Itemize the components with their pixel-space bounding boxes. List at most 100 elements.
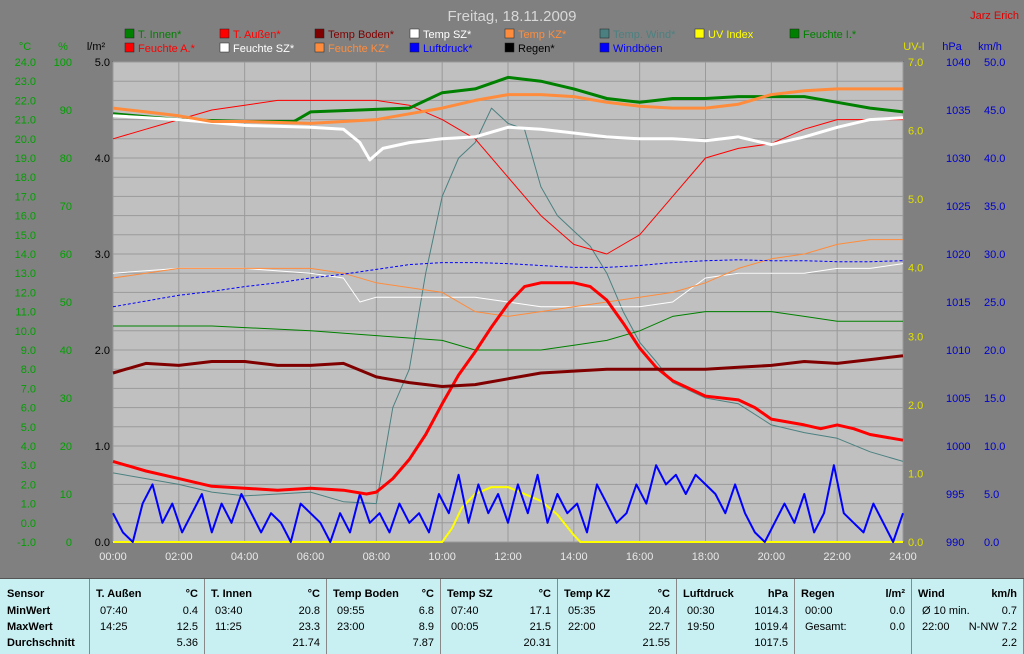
legend-label: T. Außen* <box>233 29 281 41</box>
legend-label: Regen* <box>518 43 555 55</box>
series-line-2 <box>112 354 904 388</box>
axis-unit-label: UV-I <box>903 41 924 53</box>
time-tick-label: 24:00 <box>889 551 917 563</box>
series-line-4 <box>112 87 903 125</box>
time-tick-label: 02:00 <box>165 551 193 563</box>
stat-cell: 11:25 <box>215 621 242 633</box>
uv-tick-label: 6.0 <box>908 126 923 138</box>
legend: T. Innen* T. Außen* Temp Boden* Temp SZ* Tem… <box>124 28 857 55</box>
time-tick-label: 18:00 <box>692 551 720 563</box>
pressure-tick-label: 1025 <box>946 201 970 213</box>
uv-tick-label: 1.0 <box>908 468 923 480</box>
series-line-9 <box>112 239 903 317</box>
pressure-tick-label: 1000 <box>946 441 970 453</box>
legend-label: Temp SZ* <box>423 29 472 41</box>
pressure-tick-label: 1035 <box>946 105 970 117</box>
humidity-tick-label: 50 <box>60 297 72 309</box>
stat-cell: 12.5 <box>176 621 198 633</box>
pressure-tick-label: 1030 <box>946 153 970 165</box>
temp-tick-label: 3.0 <box>21 460 36 472</box>
series-line-0 <box>112 75 904 123</box>
temp-tick-label: 21.0 <box>15 115 36 127</box>
legend-swatch <box>219 28 230 39</box>
uv-tick-label: 2.0 <box>908 400 923 412</box>
legend-label: Feuchte SZ* <box>233 43 295 55</box>
series-line-8 <box>112 263 904 308</box>
stat-column: Regen l/m² 00:00 0.0 Gesamt: 0.0 <box>795 579 912 654</box>
legend-swatch <box>219 42 230 53</box>
wind-tick-label: 50.0 <box>984 57 1005 69</box>
legend-swatch <box>124 42 135 53</box>
rain-tick-label: 0.0 <box>95 537 110 549</box>
stat-cell: hPa <box>767 588 788 600</box>
stat-column: Temp KZ °C 05:35 20.4 22:00 22.7 21.55 <box>558 579 677 654</box>
legend-label: UV Index <box>708 29 754 41</box>
legend-swatch <box>124 28 135 39</box>
humidity-tick-label: 60 <box>60 249 72 261</box>
stat-cell: 2.2 <box>1001 637 1017 649</box>
temp-tick-label: 5.0 <box>21 422 36 434</box>
humidity-tick-label: 40 <box>60 345 72 357</box>
temp-tick-label: 8.0 <box>21 364 36 376</box>
stat-cell: 22:00 <box>568 621 596 633</box>
pressure-tick-label: 1040 <box>946 57 970 69</box>
legend-label: Windböen <box>613 43 663 55</box>
wind-tick-label: 20.0 <box>984 345 1005 357</box>
stat-cell: 22:00 <box>922 621 950 633</box>
pressure-tick-label: 990 <box>946 537 964 549</box>
author-label: Jarz Erich <box>970 10 1019 22</box>
series-line-12 <box>112 464 904 543</box>
temp-tick-label: 4.0 <box>21 441 36 453</box>
axis-unit-label: km/h <box>978 41 1002 53</box>
temp-tick-label: 16.0 <box>15 211 36 223</box>
wind-tick-label: 45.0 <box>984 105 1005 117</box>
stat-column: T. Außen °C 07:40 0.4 14:25 12.5 5.36 <box>90 579 205 654</box>
stat-cell: 20.31 <box>523 637 551 649</box>
stat-cell: 1019.4 <box>754 621 788 633</box>
temp-tick-label: 12.0 <box>15 287 36 299</box>
humidity-tick-label: 30 <box>60 393 72 405</box>
stat-cell: 19:50 <box>687 621 715 633</box>
series-line-6 <box>113 311 903 351</box>
rain-tick-label: 5.0 <box>95 57 110 69</box>
temp-tick-label: 14.0 <box>15 249 36 261</box>
axis-unit-label: °C <box>19 41 31 53</box>
stat-cell: 05:35 <box>568 605 596 617</box>
time-tick-label: 12:00 <box>494 551 522 563</box>
stat-cell: Gesamt: <box>805 621 847 633</box>
wind-tick-label: 0.0 <box>984 537 999 549</box>
wind-tick-label: 40.0 <box>984 153 1005 165</box>
temp-tick-label: 20.0 <box>15 134 36 146</box>
stat-cell: l/m² <box>885 588 905 600</box>
legend-label: T. Innen* <box>138 29 182 41</box>
chart-title: Freitag, 18.11.2009 <box>448 8 577 25</box>
stat-cell: 09:55 <box>337 605 365 617</box>
legend-swatch <box>409 28 420 39</box>
temp-tick-label: 2.0 <box>21 479 36 491</box>
series-line-11 <box>113 486 903 543</box>
weather-chart: Freitag, 18.11.2009 Jarz Erich T. Innen*… <box>15 8 1019 563</box>
humidity-tick-label: 90 <box>60 105 72 117</box>
stat-cell: 20.8 <box>298 605 320 617</box>
legend-swatch <box>694 28 705 39</box>
time-tick-label: 04:00 <box>231 551 259 563</box>
rain-tick-label: 2.0 <box>95 345 110 357</box>
wind-tick-label: 5.0 <box>984 489 999 501</box>
time-tick-label: 10:00 <box>428 551 456 563</box>
time-tick-label: 20:00 <box>758 551 786 563</box>
stat-cell: °C <box>421 588 434 600</box>
plot-area <box>112 61 904 543</box>
stat-cell: 07:40 <box>451 605 479 617</box>
legend-label: Luftdruck* <box>423 43 473 55</box>
rain-tick-label: 4.0 <box>95 153 110 165</box>
wind-tick-label: 10.0 <box>984 441 1005 453</box>
temp-tick-label: 15.0 <box>15 230 36 242</box>
sensor-column: Sensor MinWert MaxWert Durchschnitt <box>0 579 90 654</box>
temp-tick-label: 11.0 <box>15 307 36 319</box>
series-line-3 <box>112 114 904 162</box>
temp-tick-label: 9.0 <box>21 345 36 357</box>
temp-tick-label: 7.0 <box>21 383 36 395</box>
legend-swatch <box>314 28 325 39</box>
stat-cell: 00:05 <box>451 621 479 633</box>
humidity-tick-label: 0 <box>66 537 72 549</box>
